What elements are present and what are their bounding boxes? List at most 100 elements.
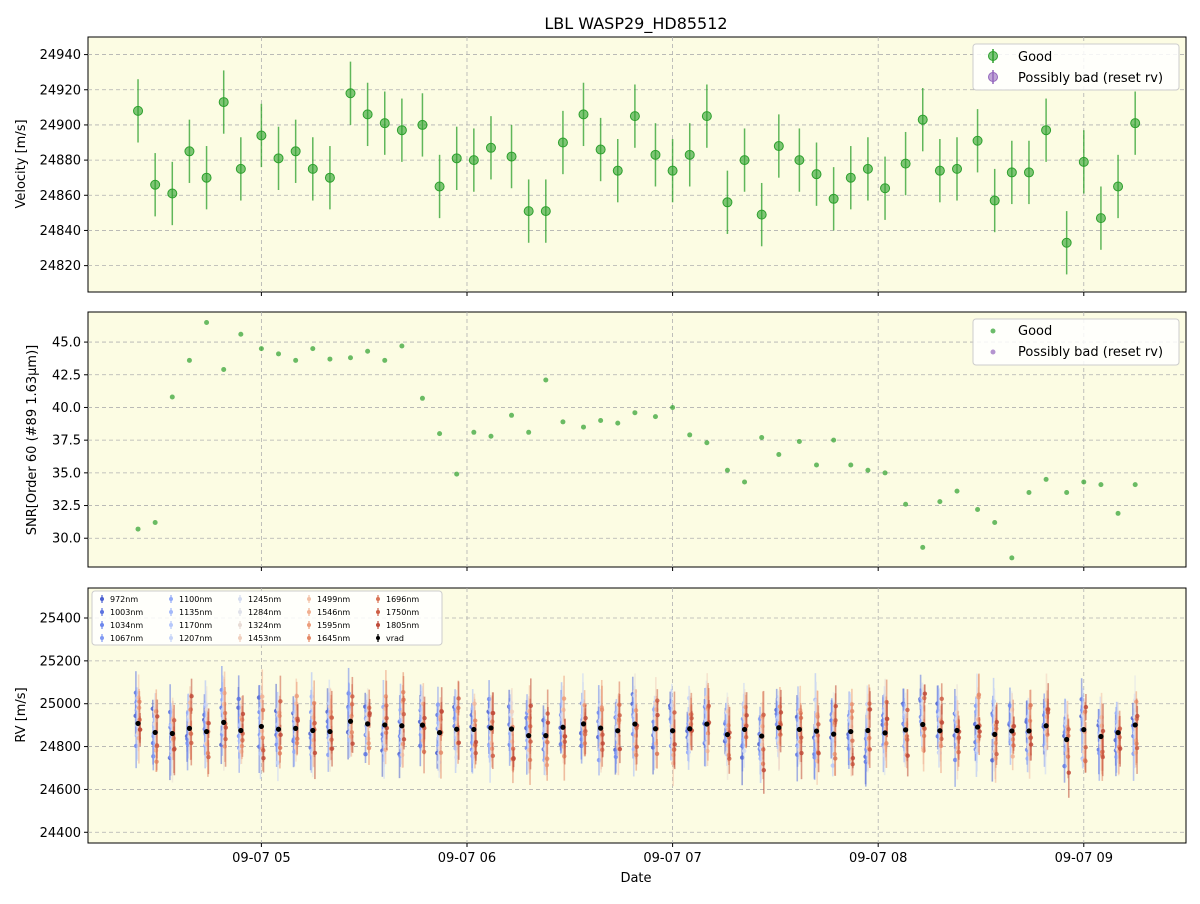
band-point [672, 710, 677, 715]
vrad-point [776, 725, 782, 731]
band-point [329, 746, 335, 751]
velocity-point [952, 163, 963, 174]
velocity-point [150, 179, 161, 190]
snr-point [1115, 510, 1121, 516]
velocity-point [273, 153, 284, 164]
rv-legend-label: 1207nm [179, 634, 212, 643]
velocity-point [900, 158, 911, 169]
rv-legend-label: 1546nm [317, 608, 350, 617]
band-point [994, 719, 1000, 725]
band-point [295, 718, 300, 723]
rv-y-tick-label-2: 24800 [40, 740, 81, 755]
vrad-point [724, 731, 731, 738]
band-point [1010, 754, 1015, 759]
velocity-legend-bad-marker [988, 72, 998, 82]
snr-y-ticks: 30.0 32.5 35.0 37.5 40.0 42.5 45.0 [52, 336, 88, 547]
band-point [617, 713, 622, 718]
band-point [277, 745, 283, 750]
velocity-point [1023, 167, 1034, 178]
velocity-point [167, 188, 178, 199]
rv-legend-label: 1645nm [317, 634, 350, 643]
band-point [154, 743, 160, 748]
vrad-point [275, 726, 282, 732]
vrad-point [399, 723, 405, 729]
velocity-panel: 24820 24840 24860 24880 24900 24920 24940 Velo… [14, 36, 1187, 293]
vrad-point [488, 725, 494, 731]
vrad-point [152, 729, 158, 736]
band-point [884, 716, 890, 722]
band-point [816, 751, 821, 756]
vrad-point [135, 720, 141, 727]
vrad-point [310, 727, 316, 734]
vrad-point [687, 726, 693, 732]
velocity-point [595, 144, 606, 155]
band-point [939, 720, 945, 725]
band-point [294, 693, 299, 699]
band-point [617, 746, 623, 752]
band-point [275, 760, 281, 765]
velocity-point [773, 141, 784, 152]
band-point [939, 696, 944, 702]
x-tick-label-2: 09-07 07 [643, 851, 701, 866]
velocity-legend-good-marker [988, 51, 998, 61]
rv-legend-label: 1003nm [110, 608, 143, 617]
vrad-point [920, 721, 926, 728]
velocity-point [1006, 167, 1017, 178]
band-point [223, 725, 229, 730]
band-point [830, 763, 835, 768]
rv-legend-marker [238, 623, 242, 627]
snr-point [1098, 482, 1104, 488]
rv-legend-marker [238, 610, 242, 614]
snr-point [776, 452, 782, 458]
band-point [562, 734, 568, 739]
band-point [528, 703, 533, 708]
snr-point [759, 435, 765, 441]
snr-legend-box [972, 318, 1180, 366]
rv-legend-label: 1324nm [248, 621, 281, 630]
velocity-series-good [133, 61, 1141, 275]
band-point [905, 707, 910, 713]
vrad-point [865, 727, 871, 734]
band-point [905, 753, 910, 758]
velocity-point [917, 114, 928, 125]
band-point [329, 715, 334, 720]
band-point [473, 739, 479, 745]
band-point [850, 738, 855, 743]
rv-legend-marker [376, 610, 380, 614]
vrad-point [1081, 727, 1087, 733]
velocity-point [811, 169, 822, 180]
band-point [976, 692, 982, 697]
band-point [456, 696, 461, 701]
rv-legend-label: 1067nm [110, 634, 143, 643]
vrad-point [1115, 730, 1121, 736]
vrad-point [882, 730, 888, 736]
band-point [884, 741, 889, 746]
vrad-point [1132, 722, 1138, 728]
velocity-point [880, 183, 891, 194]
band-point [172, 746, 177, 752]
band-point [295, 736, 300, 742]
velocity-point [845, 172, 856, 183]
band-point [634, 744, 639, 750]
band-point [439, 709, 444, 714]
snr-point [687, 432, 693, 438]
vrad-point [652, 726, 659, 732]
velocity-y-axis-label: Velocity [m/s] [14, 119, 29, 208]
snr-point [221, 367, 227, 373]
velocity-point [451, 153, 462, 164]
vrad-point [327, 728, 333, 735]
band-point [599, 707, 605, 713]
band-point [490, 753, 496, 759]
snr-point [670, 404, 676, 410]
band-point [994, 751, 999, 757]
snr-y-axis-label: SNR[Order 60 (#89 1.63μm)] [25, 345, 40, 536]
snr-y-tick-label-2: 35.0 [52, 466, 81, 481]
snr-point [1132, 482, 1138, 488]
snr-point [831, 437, 837, 443]
snr-point [848, 462, 854, 468]
vrad-point [293, 725, 299, 731]
rv-legend-label: vrad [386, 634, 404, 643]
rv-legend-label: 1245nm [248, 595, 281, 604]
rv-legend-label: 1453nm [248, 634, 281, 643]
